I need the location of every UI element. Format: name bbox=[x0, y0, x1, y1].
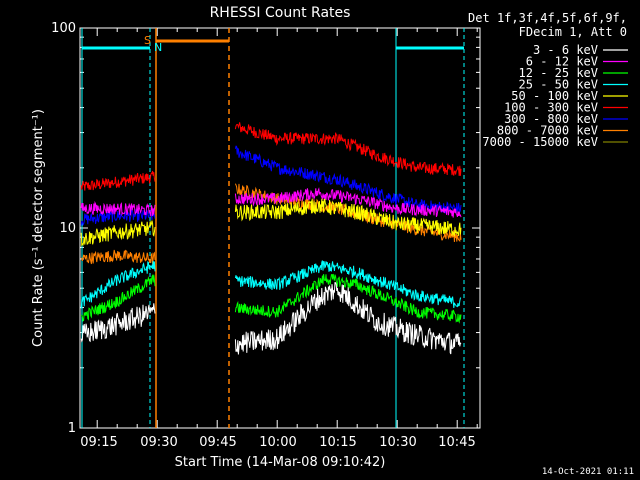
x-tick-label: 10:30 bbox=[379, 435, 416, 450]
legend-entry-label: 800 - 7000 keV bbox=[497, 124, 598, 138]
x-tick-label: 10:00 bbox=[259, 435, 296, 450]
series-layer bbox=[80, 122, 462, 355]
series-line-1 bbox=[80, 187, 462, 218]
n-marker-label: N bbox=[154, 41, 162, 54]
y-tick-labels: 100 10 1 bbox=[51, 21, 76, 436]
legend-entry-label: 25 - 50 keV bbox=[519, 78, 598, 92]
legend-entry-label: 6 - 12 keV bbox=[526, 55, 598, 69]
x-tick-label: 09:15 bbox=[80, 435, 117, 450]
legend-entry-label: 7000 - 15000 keV bbox=[482, 135, 598, 149]
x-tick-label: 10:45 bbox=[438, 435, 475, 450]
x-tick-marks bbox=[96, 28, 478, 428]
y-tick-label-10: 10 bbox=[59, 221, 76, 236]
y-tick-label-1: 1 bbox=[68, 421, 76, 436]
x-tick-label: 09:45 bbox=[199, 435, 236, 450]
x-tick-label: 09:30 bbox=[140, 435, 177, 450]
legend: Det 1f,3f,4f,5f,6f,9f, FDecim 1, Att 0 3… bbox=[468, 11, 628, 149]
y-axis-label: Count Rate (s⁻¹ detector segment⁻¹) bbox=[31, 109, 46, 347]
chart-title: RHESSI Count Rates bbox=[210, 5, 351, 21]
legend-entry-label: 100 - 300 keV bbox=[504, 101, 598, 115]
state-markers: S N bbox=[81, 28, 465, 428]
legend-entry-label: 3 - 6 keV bbox=[533, 43, 598, 57]
series-line-3 bbox=[80, 260, 462, 309]
legend-entry-label: 12 - 25 keV bbox=[519, 66, 598, 80]
x-axis-label: Start Time (14-Mar-08 09:10:42) bbox=[175, 455, 386, 470]
series-line-0 bbox=[80, 281, 462, 355]
legend-entry-label: 300 - 800 keV bbox=[504, 112, 598, 126]
series-line-4 bbox=[80, 198, 462, 247]
legend-entry-label: 50 - 100 keV bbox=[511, 89, 598, 103]
y-tick-label-100: 100 bbox=[51, 21, 76, 36]
s-marker-label: S bbox=[144, 34, 151, 47]
legend-header-line: FDecim 1, Att 0 bbox=[519, 25, 627, 39]
series-line-5 bbox=[80, 122, 462, 191]
x-tick-labels: 09:15 09:30 09:45 10:00 10:15 10:30 10:4… bbox=[80, 435, 475, 450]
footer-date: 14-Oct-2021 01:11 bbox=[542, 467, 634, 477]
legend-header-line: Det 1f,3f,4f,5f,6f,9f, bbox=[468, 11, 627, 25]
x-tick-label: 10:15 bbox=[319, 435, 356, 450]
